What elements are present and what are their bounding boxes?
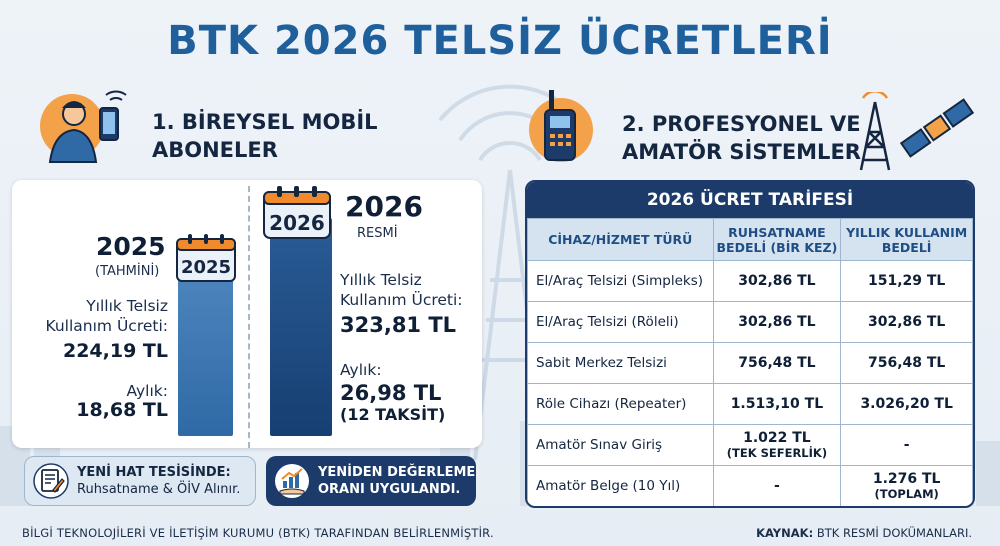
license-fee-cell-value: 1.513,10 TL <box>730 395 824 412</box>
annual-fee-cell: 3.026,20 TL <box>840 383 973 425</box>
tariff-table: 2026 ÜCRET TARİFESİ CİHAZ/HİZMET TÜRÜ RU… <box>525 180 975 508</box>
year-2025-heading: 2025 <box>96 232 166 261</box>
table-row: Amatör Sınav Giriş 1.022 TL (TEK SEFERLİK)… <box>527 424 973 466</box>
fee-2025-label: Yıllık Telsiz Kullanım Ücreti: <box>45 297 168 335</box>
tariff-grid: CİHAZ/HİZMET TÜRÜ RUHSATNAME BEDELİ (BİR… <box>527 218 973 506</box>
footer-source: KAYNAK: BTK RESMİ DOKÜMANLARI. <box>756 526 972 540</box>
table-row: Amatör Belge (10 Yıl) - 1.276 TL (TOPLAM) <box>527 465 973 506</box>
table-row: El/Araç Telsizi (Röleli) 302,86 TL 302,86 … <box>527 301 973 343</box>
license-fee-cell-note: (TEK SEFERLİK) <box>726 446 828 460</box>
fee-2025-value: 224,19 TL <box>62 340 168 362</box>
license-fee-cell-value: 302,86 TL <box>738 272 816 289</box>
year-2025-subtitle: (TAHMİNİ) <box>95 264 160 279</box>
table-row: El/Araç Telsizi (Simpleks) 302,86 TL 151,2… <box>527 260 973 302</box>
calendar-2025-label: 2025 <box>181 257 231 278</box>
annual-fee-cell-value: - <box>903 436 910 453</box>
annual-fee-cell-value: 756,48 TL <box>867 354 946 371</box>
monthly-2025-value: 18,68 TL <box>76 399 168 421</box>
bar-2026 <box>270 218 332 436</box>
annual-fee-cell-value: 3.026,20 TL <box>860 395 953 412</box>
license-fee-cell: 1.513,10 TL <box>712 383 842 425</box>
page-title: BTK 2026 TELSİZ ÜCRETLERİ <box>167 18 833 64</box>
monthly-2026-note: (12 TAKSİT) <box>340 405 446 424</box>
monthly-2026-value: 26,98 TL <box>340 381 442 405</box>
annual-fee-cell: 151,29 TL <box>840 260 973 302</box>
column-header-license: RUHSATNAME BEDELİ (BİR KEZ) <box>712 218 842 261</box>
bar-2025 <box>178 262 233 436</box>
individual-subscribers-panel <box>12 180 482 448</box>
license-fee-cell: 302,86 TL <box>712 260 842 302</box>
device-name-cell: Sabit Merkez Telsizi <box>527 342 714 384</box>
footer-authority-note: BİLGİ TEKNOLOJİLERİ VE İLETİŞİM KURUMU (… <box>22 526 494 540</box>
license-fee-cell: 756,48 TL <box>712 342 842 384</box>
license-fee-cell: 302,86 TL <box>712 301 842 343</box>
monthly-2026-label: Aylık: <box>340 361 382 379</box>
calendar-2025-icon: 2025 <box>176 234 236 282</box>
annual-fee-cell-value: 302,86 TL <box>867 313 946 330</box>
revaluation-info-text: YENİDEN DEĞERLEME ORANI UYGULANDI. <box>318 465 476 497</box>
document-pen-icon <box>33 463 69 499</box>
growth-chart-hand-icon <box>275 464 309 498</box>
device-name-cell: Röle Cihazı (Repeater) <box>527 383 714 425</box>
device-name-cell: El/Araç Telsizi (Simpleks) <box>527 260 714 302</box>
year-2026-heading: 2026 <box>345 190 423 223</box>
annual-fee-cell-value: 1.276 TL <box>872 471 941 487</box>
walkie-talkie-icon <box>529 90 593 162</box>
license-fee-cell-value: - <box>774 477 780 494</box>
device-name-cell: El/Araç Telsizi (Röleli) <box>527 301 714 343</box>
annual-fee-cell: 756,48 TL <box>840 342 973 384</box>
license-fee-cell-value: 1.022 TL <box>743 430 811 446</box>
annual-fee-cell: 302,86 TL <box>840 301 973 343</box>
annual-fee-cell: 1.276 TL (TOPLAM) <box>840 465 973 506</box>
monthly-2025-label: Aylık: <box>126 382 168 400</box>
revaluation-info-badge: YENİDEN DEĞERLEME ORANI UYGULANDI. <box>266 456 476 506</box>
table-row: Sabit Merkez Telsizi 756,48 TL 756,48 TL <box>527 342 973 384</box>
fee-2026-value: 323,81 TL <box>340 313 457 337</box>
column-header-annual: YILLIK KULLANIM BEDELİ <box>840 218 973 261</box>
new-line-info-text: Ruhsatname & ÖİV Alınır. <box>77 482 241 497</box>
device-name-cell: Amatör Belge (10 Yıl) <box>527 465 714 506</box>
annual-fee-cell-value: 151,29 TL <box>867 272 946 289</box>
new-line-info-badge: YENİ HAT TESİSİNDE: Ruhsatname & ÖİV Alı… <box>24 456 256 506</box>
table-row: Röle Cihazı (Repeater) 1.513,10 TL 3.026,2… <box>527 383 973 425</box>
annual-fee-cell: - <box>840 424 973 466</box>
column-header-device: CİHAZ/HİZMET TÜRÜ <box>527 218 714 261</box>
antenna-and-satellite-icon <box>859 92 975 171</box>
year-divider <box>248 186 250 448</box>
new-line-info-title: YENİ HAT TESİSİNDE: <box>77 465 231 480</box>
section-1-title: 1. BİREYSEL MOBİL ABONELER <box>152 110 378 162</box>
footer-source-label: KAYNAK: <box>756 526 814 540</box>
license-fee-cell-value: 302,86 TL <box>738 313 816 330</box>
fee-2026-label: Yıllık Telsiz Kullanım Ücreti: <box>340 271 463 309</box>
annual-fee-cell-note: (TOPLAM) <box>874 487 939 501</box>
person-with-phone-icon <box>40 90 127 163</box>
license-fee-cell-value: 756,48 TL <box>738 354 816 371</box>
license-fee-cell: - <box>712 465 842 506</box>
license-fee-cell: 1.022 TL (TEK SEFERLİK) <box>712 424 842 466</box>
device-name-cell: Amatör Sınav Giriş <box>527 424 714 466</box>
footer-source-value: BTK RESMİ DOKÜMANLARI. <box>816 526 972 540</box>
calendar-2026-label: 2026 <box>269 211 325 235</box>
section-2-title: 2. PROFESYONEL VE AMATÖR SİSTEMLER <box>622 112 861 164</box>
year-2026-subtitle: RESMİ <box>357 226 398 241</box>
tariff-table-title: 2026 ÜCRET TARİFESİ <box>527 182 973 218</box>
calendar-2026-icon: 2026 <box>263 186 331 239</box>
